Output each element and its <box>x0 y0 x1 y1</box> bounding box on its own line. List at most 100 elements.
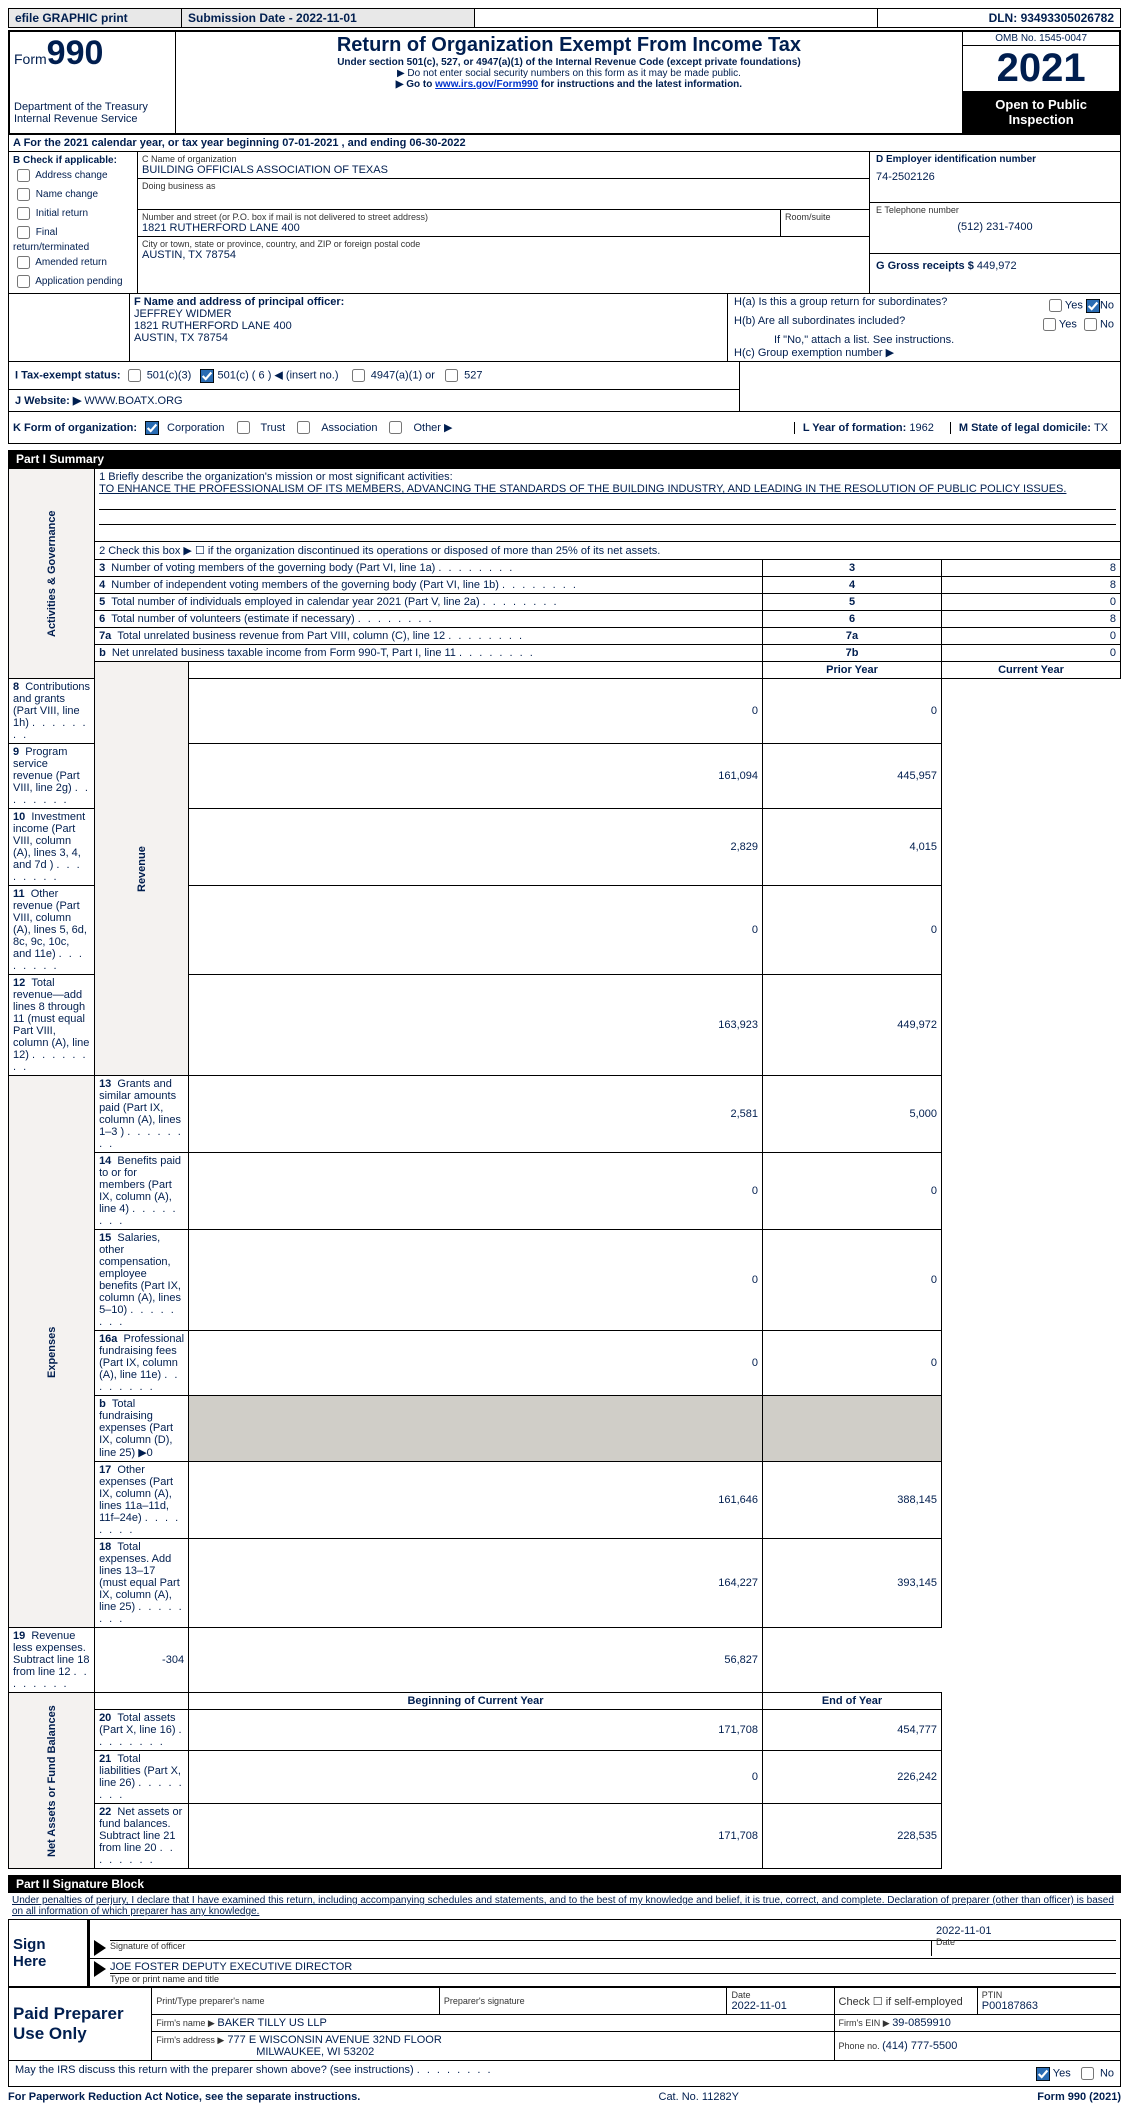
irs-link[interactable]: www.irs.gov/Form990 <box>435 79 538 90</box>
page-footer: For Paperwork Reduction Act Notice, see … <box>8 2087 1121 2103</box>
chk-assoc[interactable] <box>297 421 310 434</box>
expense-row: 14 Benefits paid to or for members (Part… <box>9 1153 1121 1230</box>
gross-receipts-value: 449,972 <box>977 260 1017 272</box>
discuss-line: May the IRS discuss this return with the… <box>8 2061 1121 2087</box>
ha-yes[interactable] <box>1049 299 1062 312</box>
paid-preparer-label: Paid Preparer Use Only <box>9 1988 152 2061</box>
vlabel-netassets: Net Assets or Fund Balances <box>9 1693 95 1869</box>
officer-addr: 1821 RUTHERFORD LANE 400 <box>134 320 292 332</box>
perjury-declaration: Under penalties of perjury, I declare th… <box>8 1893 1121 1919</box>
section-b: B Check if applicable: Address change Na… <box>9 152 138 293</box>
city-label: City or town, state or province, country… <box>142 239 865 249</box>
section-a: A For the 2021 calendar year, or tax yea… <box>8 135 1121 152</box>
ha-label: H(a) Is this a group return for subordin… <box>734 296 947 315</box>
treasury-label: Department of the Treasury Internal Reve… <box>14 101 171 125</box>
chk-4947[interactable] <box>352 369 365 382</box>
chk-name-change[interactable]: Name change <box>13 185 133 204</box>
section-f: F Name and address of principal officer:… <box>130 294 728 361</box>
form-title: Return of Organization Exempt From Incom… <box>180 34 959 57</box>
expense-row: 19 Revenue less expenses. Subtract line … <box>9 1628 1121 1693</box>
summary-row: 4 Number of independent voting members o… <box>9 577 1121 594</box>
firm-phone: (414) 777-5500 <box>882 2040 957 2052</box>
self-employed-check[interactable]: Check ☐ if self-employed <box>834 1988 977 2015</box>
phone-value: (512) 231-7400 <box>876 215 1114 233</box>
officer-city: AUSTIN, TX 78754 <box>134 332 228 344</box>
chk-initial-return[interactable]: Initial return <box>13 204 133 223</box>
q1-mission: TO ENHANCE THE PROFESSIONALISM OF ITS ME… <box>99 483 1116 495</box>
room-label: Room/suite <box>785 212 865 222</box>
signature-arrow-icon <box>94 1961 106 1977</box>
addr-label: Number and street (or P.O. box if mail i… <box>142 212 776 222</box>
netassets-row: 22 Net assets or fund balances. Subtract… <box>9 1804 1121 1869</box>
hb-no[interactable] <box>1084 318 1097 331</box>
vlabel-activities: Activities & Governance <box>9 469 95 679</box>
expense-row: 18 Total expenses. Add lines 13–17 (must… <box>9 1539 1121 1628</box>
hc-label: H(c) Group exemption number ▶ <box>734 346 1114 359</box>
top-bar: efile GRAPHIC print Submission Date - 20… <box>8 8 1121 28</box>
firm-ein: 39-0859910 <box>892 2017 951 2029</box>
sig-officer-label: Signature of officer <box>110 1940 931 1956</box>
hb-label: H(b) Are all subordinates included? <box>734 315 905 334</box>
submission-date-label: Submission Date - <box>188 11 296 25</box>
summary-row: 5 Total number of individuals employed i… <box>9 594 1121 611</box>
efile-print-button[interactable]: efile GRAPHIC print <box>9 9 182 28</box>
hb-yes[interactable] <box>1043 318 1056 331</box>
chk-app-pending[interactable]: Application pending <box>13 272 133 291</box>
org-name-label: C Name of organization <box>142 154 865 164</box>
chk-501c3[interactable] <box>128 369 141 382</box>
signature-arrow-icon <box>94 1940 106 1956</box>
expense-row: 13 Grants and similar amounts paid (Part… <box>9 1076 1121 1153</box>
officer-label: F Name and address of principal officer: <box>134 296 344 308</box>
chk-corp-checked-icon <box>145 421 159 435</box>
chk-527[interactable] <box>445 369 458 382</box>
hb-note: If "No," attach a list. See instructions… <box>734 334 1114 346</box>
section-h: H(a) Is this a group return for subordin… <box>728 294 1120 361</box>
state-domicile: TX <box>1094 422 1108 434</box>
part2-header: Part II Signature Block <box>8 1875 1121 1893</box>
chk-other[interactable] <box>389 421 402 434</box>
form-word: Form <box>14 51 47 67</box>
officer-name-title: JOE FOSTER DEPUTY EXECUTIVE DIRECTOR <box>110 1961 1116 1974</box>
chk-trust[interactable] <box>237 421 250 434</box>
submission-date: Submission Date - 2022-11-01 <box>182 9 475 28</box>
footer-cat: Cat. No. 11282Y <box>659 2091 740 2103</box>
submission-date-value: 2022-11-01 <box>296 11 357 25</box>
summary-row: 3 Number of voting members of the govern… <box>9 560 1121 577</box>
section-j: J Website: ▶ WWW.BOATX.ORG <box>9 390 739 411</box>
expense-row: 17 Other expenses (Part IX, column (A), … <box>9 1462 1121 1539</box>
chk-address-change[interactable]: Address change <box>13 166 133 185</box>
netassets-row: 21 Total liabilities (Part X, line 26) 0… <box>9 1751 1121 1804</box>
chk-final-return[interactable]: Final return/terminated <box>13 223 133 253</box>
city-state-zip: AUSTIN, TX 78754 <box>142 249 865 261</box>
form-number: 990 <box>47 34 104 72</box>
summary-row: b Net unrelated business taxable income … <box>9 645 1121 662</box>
firm-address-2: MILWAUKEE, WI 53202 <box>156 2046 374 2058</box>
ein-value: 74-2502126 <box>876 165 1114 183</box>
omb-no: OMB No. 1545-0047 <box>963 32 1119 46</box>
subtitle-2: ▶ Do not enter social security numbers o… <box>180 68 959 79</box>
expense-row: 16a Professional fundraising fees (Part … <box>9 1331 1121 1396</box>
part1-header: Part I Summary <box>8 450 1121 468</box>
expense-row: b Total fundraising expenses (Part IX, c… <box>9 1396 1121 1462</box>
sign-here-label: Sign Here <box>9 1920 89 1987</box>
section-k: K Form of organization: Corporation Trus… <box>8 412 1121 444</box>
q1-label: 1 Briefly describe the organization's mi… <box>99 471 1116 483</box>
website-value: WWW.BOATX.ORG <box>84 395 182 407</box>
discuss-yes-checked-icon <box>1036 2067 1050 2081</box>
preparer-date: 2022-11-01 <box>731 2000 829 2012</box>
section-i: I Tax-exempt status: 501(c)(3) 501(c) ( … <box>9 362 739 390</box>
discuss-no[interactable] <box>1081 2067 1094 2080</box>
year-formation: 1962 <box>909 422 933 434</box>
form-header: Form990 Department of the Treasury Inter… <box>8 30 1121 135</box>
part1-table: Activities & Governance 1 Briefly descri… <box>8 468 1121 1869</box>
chk-501c-checked-icon <box>200 369 214 383</box>
section-b-head: B Check if applicable: <box>13 155 117 166</box>
org-name: BUILDING OFFICIALS ASSOCIATION OF TEXAS <box>142 164 865 176</box>
open-to-public: Open to Public Inspection <box>963 91 1119 133</box>
chk-amended[interactable]: Amended return <box>13 253 133 272</box>
q2-checkbox-line: 2 Check this box ▶ ☐ if the organization… <box>95 542 1121 560</box>
tax-year: 2021 <box>963 46 1119 91</box>
netassets-row: 20 Total assets (Part X, line 16) 171,70… <box>9 1710 1121 1751</box>
firm-name: BAKER TILLY US LLP <box>217 2017 326 2029</box>
summary-row: 6 Total number of volunteers (estimate i… <box>9 611 1121 628</box>
